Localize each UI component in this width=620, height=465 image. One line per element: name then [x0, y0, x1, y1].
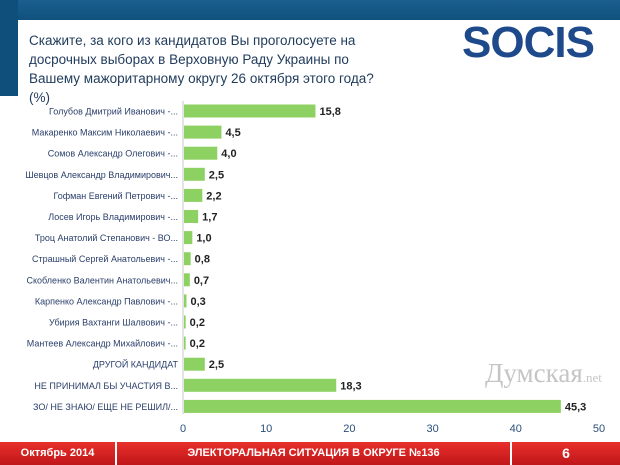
- category-label: Сомов Александр Олегович -...: [48, 149, 178, 159]
- watermark-suffix: .net: [582, 370, 602, 385]
- data-label: 15,8: [319, 106, 340, 118]
- bar: [184, 336, 186, 350]
- x-tick-label: 0: [180, 423, 186, 435]
- category-label: Убирия Вахтанги Шалвович -...: [49, 318, 178, 328]
- data-label: 1,7: [202, 212, 217, 224]
- chart-title: Скажите, за кого из кандидатов Вы прогол…: [29, 33, 374, 105]
- bar: [184, 231, 193, 245]
- data-label: 4,5: [225, 127, 240, 139]
- bar: [184, 125, 222, 139]
- bar: [184, 378, 337, 392]
- x-tick-label: 10: [260, 423, 272, 435]
- watermark-main: Думская: [485, 358, 583, 388]
- category-label: Мантеев Александр Михайлович -...: [27, 339, 178, 349]
- data-label: 4,0: [221, 148, 236, 160]
- data-label: 0,8: [195, 254, 210, 266]
- bar: [184, 357, 205, 371]
- footer: Октябрь 2014 ЭЛЕКТОРАЛЬНАЯ СИТУАЦИЯ В ОК…: [0, 442, 620, 465]
- socis-logo: SOCIS: [462, 18, 595, 67]
- category-label: Шевцов Александр Владимирович...: [25, 170, 178, 180]
- category-label: Голубов Дмитрий Иванович -...: [49, 107, 178, 117]
- category-label: Лосев Игорь Владимирович -...: [48, 212, 178, 222]
- bar: [184, 188, 203, 202]
- x-tick-label: 50: [593, 423, 605, 435]
- data-label: 0,7: [194, 275, 209, 287]
- data-label: 2,5: [209, 359, 224, 371]
- data-label: 2,5: [209, 169, 224, 181]
- bar: [184, 273, 190, 287]
- data-label: 18,3: [340, 380, 361, 392]
- data-label: 2,2: [206, 190, 221, 202]
- bar: [184, 294, 187, 308]
- header-panel: [18, 20, 620, 100]
- data-label: 0,3: [190, 296, 205, 308]
- page-number: 6: [512, 442, 620, 465]
- footer-date: Октябрь 2014: [0, 442, 115, 465]
- category-label: НЕ ПРИНИМАЛ БЫ УЧАСТИЯ В...: [34, 381, 178, 391]
- x-tick-label: 40: [510, 423, 522, 435]
- category-label: Скобленко Валентин Анатольевич...: [27, 275, 178, 285]
- data-label: 0,2: [190, 317, 205, 329]
- footer-section: ЭЛЕКТОРАЛЬНАЯ СИТУАЦИЯ В ОКРУГЕ №136: [117, 442, 510, 465]
- bar: [184, 315, 186, 329]
- category-label: ЗО/ НЕ ЗНАЮ/ ЕЩЕ НЕ РЕШИЛ/...: [33, 402, 178, 412]
- data-label: 0,2: [190, 338, 205, 350]
- category-label: Макаренко Максим Николаевич -...: [32, 128, 178, 138]
- category-label: Гофман Евгений Петрович -...: [53, 191, 178, 201]
- category-label: ДРУГОЙ КАНДИДАТ: [93, 359, 179, 370]
- bar: [184, 399, 561, 413]
- left-strip: [0, 0, 18, 96]
- x-tick-label: 20: [343, 423, 355, 435]
- top-band: [0, 0, 620, 22]
- x-tick-label: 30: [426, 423, 438, 435]
- bar: [184, 146, 218, 160]
- bar: [184, 210, 199, 223]
- bar: [184, 252, 191, 266]
- category-label: Карпенко Александр Павлович -...: [35, 296, 178, 306]
- data-label: 45,3: [565, 401, 586, 413]
- category-label: Троц Анатолий Степанович - ВО...: [35, 233, 178, 243]
- watermark: Думская.net: [485, 358, 602, 393]
- data-label: 1,0: [196, 233, 211, 245]
- bar: [184, 167, 205, 181]
- category-label: Страшный Сергей Анатольевич -...: [32, 254, 178, 264]
- bar: [184, 104, 316, 118]
